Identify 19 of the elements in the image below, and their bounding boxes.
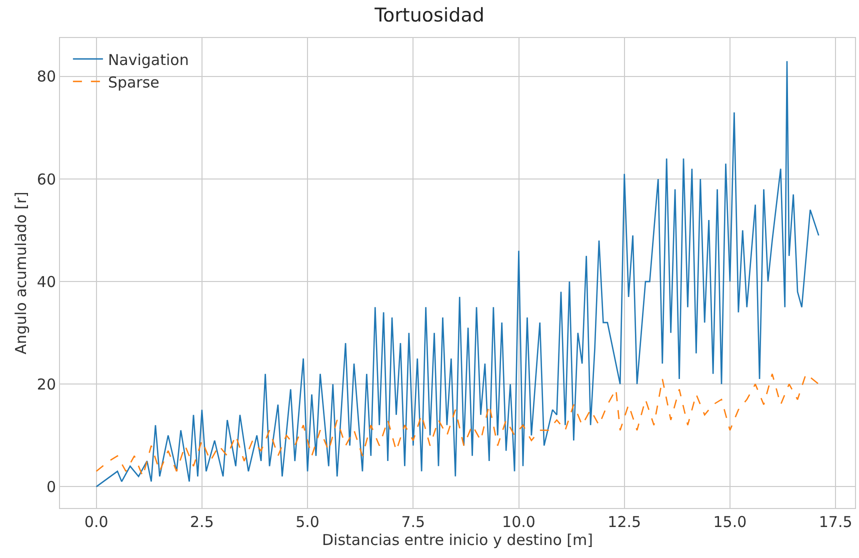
- y-tick-label: 20: [36, 375, 56, 394]
- line-series: [96, 373, 820, 478]
- x-tick-label: 12.5: [608, 513, 642, 531]
- x-tick-label: 5.0: [296, 513, 320, 531]
- y-tick-label: 0: [46, 478, 56, 496]
- chart-title: Tortuosidad: [374, 4, 484, 27]
- y-tick-label: 40: [36, 272, 56, 291]
- y-axis-title: Angulo acumulado [r]: [12, 192, 30, 354]
- y-tick-label: 80: [36, 68, 56, 86]
- x-tick-label: 7.5: [401, 513, 426, 531]
- legend-label: Sparse: [108, 73, 160, 92]
- x-tick-label: 0.0: [84, 513, 108, 531]
- x-axis-title: Distancias entre inicio y destino [m]: [322, 531, 593, 549]
- x-tick-label: 2.5: [190, 513, 214, 531]
- x-tick-label: 10.0: [502, 513, 536, 531]
- legend-label: Navigation: [108, 50, 189, 69]
- y-tick-label: 60: [36, 170, 56, 188]
- x-tick-label: 15.0: [713, 513, 747, 531]
- x-tick-label: 17.5: [818, 513, 852, 531]
